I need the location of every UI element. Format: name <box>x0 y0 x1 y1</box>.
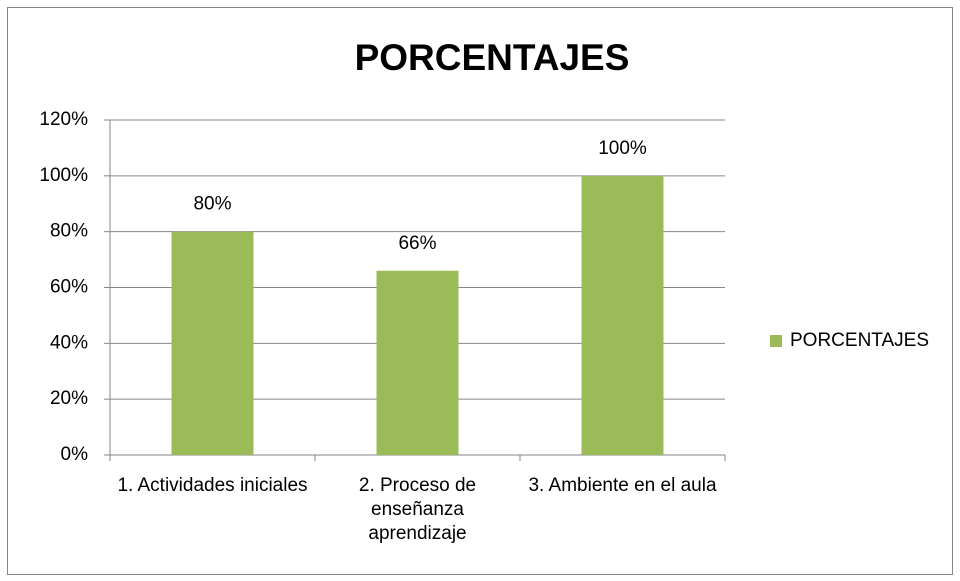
y-tick-label: 60% <box>50 277 88 298</box>
y-tick-label: 40% <box>50 332 88 353</box>
chart-border <box>7 7 953 575</box>
y-tick-label: 0% <box>61 444 89 465</box>
y-tick-label: 20% <box>50 388 88 409</box>
data-label: 80% <box>193 194 231 215</box>
data-label: 100% <box>598 138 647 159</box>
x-tick-label: 3. Ambiente en el aula <box>528 475 717 496</box>
bar <box>171 231 254 455</box>
y-tick-label: 120% <box>39 109 88 130</box>
bar <box>581 175 664 456</box>
y-tick-label: 80% <box>50 221 88 242</box>
bar <box>376 270 459 455</box>
data-label: 66% <box>398 233 436 254</box>
x-tick-label: 2. Proceso de enseñanza aprendizaje <box>358 475 477 544</box>
y-tick-label: 100% <box>39 165 88 186</box>
x-tick-label: 1. Actividades iniciales <box>117 475 308 496</box>
legend-swatch <box>770 335 782 347</box>
chart-title: PORCENTAJES <box>355 37 630 78</box>
legend-label: PORCENTAJES <box>790 330 929 351</box>
